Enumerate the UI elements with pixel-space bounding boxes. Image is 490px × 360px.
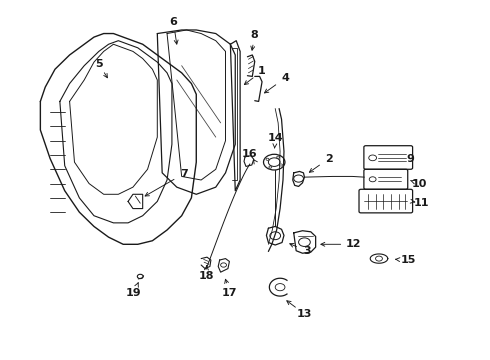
Text: 6: 6 [170, 17, 177, 27]
Text: 1: 1 [258, 66, 266, 76]
Text: 4: 4 [281, 73, 289, 83]
Text: 5: 5 [95, 59, 102, 69]
Circle shape [266, 158, 269, 160]
Circle shape [279, 164, 282, 166]
Text: 12: 12 [345, 239, 361, 249]
Text: 16: 16 [242, 149, 258, 159]
Text: 18: 18 [198, 271, 214, 281]
Text: 9: 9 [407, 154, 415, 163]
Text: 19: 19 [126, 288, 142, 297]
Text: 15: 15 [400, 255, 416, 265]
Text: 17: 17 [221, 288, 237, 297]
Circle shape [269, 166, 272, 168]
Text: 7: 7 [180, 168, 188, 179]
Text: 13: 13 [297, 309, 312, 319]
Text: 3: 3 [303, 247, 311, 256]
Circle shape [277, 156, 280, 158]
Text: 10: 10 [412, 179, 427, 189]
Text: 2: 2 [325, 154, 333, 163]
Text: 14: 14 [268, 133, 283, 143]
Text: 11: 11 [414, 198, 429, 208]
Text: 8: 8 [251, 30, 259, 40]
